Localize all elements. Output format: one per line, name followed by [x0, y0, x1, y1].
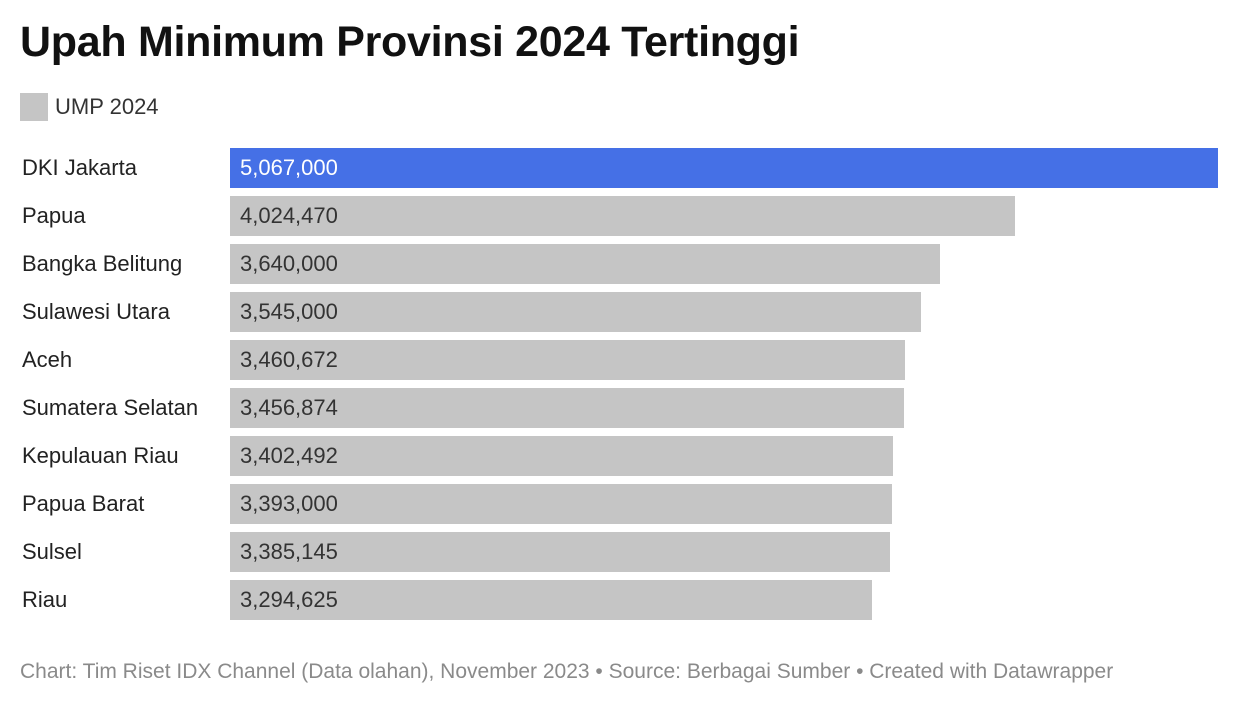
bar: [230, 532, 890, 572]
bar-row: Aceh 3,460,672: [0, 340, 1240, 380]
category-label: Papua Barat: [22, 491, 145, 516]
bar-row: Kepulauan Riau 3,402,492: [0, 436, 1240, 476]
category-label: Sulsel: [22, 539, 82, 564]
chart-footer: Chart: Tim Riset IDX Channel (Data olaha…: [20, 660, 1114, 683]
bar: [230, 292, 921, 332]
value-label: 5,067,000: [240, 155, 338, 180]
bar-row: Bangka Belitung 3,640,000: [0, 244, 1240, 284]
value-label: 3,545,000: [240, 299, 338, 324]
legend-label: UMP 2024: [55, 94, 159, 119]
bar: [230, 244, 940, 284]
bar-row: Sumatera Selatan 3,456,874: [0, 388, 1240, 428]
value-label: 3,456,874: [240, 395, 338, 420]
category-label: Papua: [22, 203, 86, 228]
bar: [230, 436, 893, 476]
value-label: 3,385,145: [240, 539, 338, 564]
bar-row: Riau 3,294,625: [0, 580, 1240, 620]
category-label: Sumatera Selatan: [22, 395, 199, 420]
legend-swatch: [20, 93, 48, 121]
bar: [230, 340, 905, 380]
category-label: Sulawesi Utara: [22, 299, 170, 324]
value-label: 3,460,672: [240, 347, 338, 372]
bar-row: Sulsel 3,385,145: [0, 532, 1240, 572]
bar-chart: DKI Jakarta 5,067,000 Papua 4,024,470 Bangka…: [0, 148, 1240, 628]
value-label: 3,294,625: [240, 587, 338, 612]
chart-title: Upah Minimum Provinsi 2024 Tertinggi: [20, 18, 800, 66]
bar: [230, 580, 872, 620]
legend: UMP 2024: [20, 93, 159, 121]
category-label: Bangka Belitung: [22, 251, 183, 276]
bar: [230, 196, 1015, 236]
value-label: 3,640,000: [240, 251, 338, 276]
category-label: Kepulauan Riau: [22, 443, 179, 468]
value-label: 4,024,470: [240, 203, 338, 228]
bar-row: Papua 4,024,470: [0, 196, 1240, 236]
bar: [230, 484, 892, 524]
category-label: Riau: [22, 587, 68, 612]
bar-row: Sulawesi Utara 3,545,000: [0, 292, 1240, 332]
bar: [230, 388, 904, 428]
bar-row: DKI Jakarta 5,067,000: [0, 148, 1240, 188]
category-label: Aceh: [22, 347, 73, 372]
value-label: 3,393,000: [240, 491, 338, 516]
bar-row: Papua Barat 3,393,000: [0, 484, 1240, 524]
value-label: 3,402,492: [240, 443, 338, 468]
category-label: DKI Jakarta: [22, 155, 137, 180]
bar: [230, 148, 1218, 188]
